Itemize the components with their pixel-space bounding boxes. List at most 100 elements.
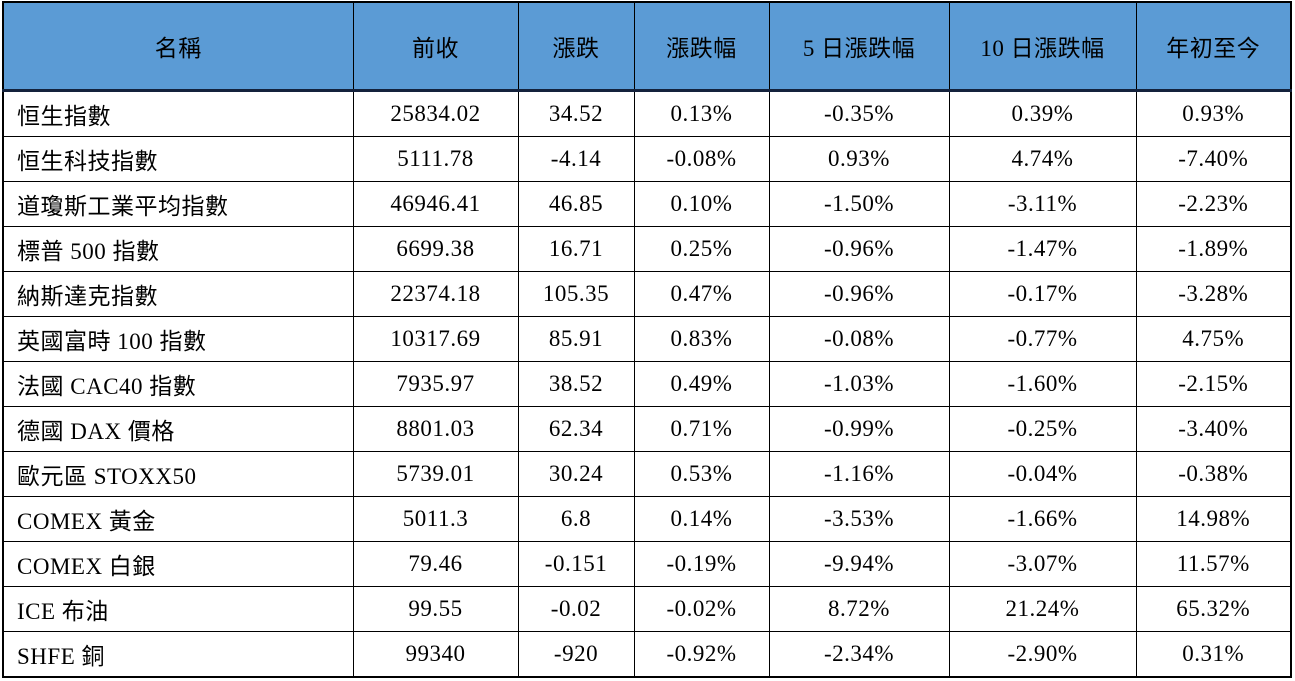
value-cell-ytd_pct: -7.40% — [1135, 136, 1292, 182]
value-cell-ytd_pct: -3.40% — [1135, 406, 1292, 452]
column-header-name: 名稱 — [2, 1, 354, 92]
value-cell-change_pct: 0.10% — [633, 181, 770, 227]
value-cell-change_5d_pct: -9.94% — [768, 541, 950, 587]
value-cell-prev_close: 8801.03 — [352, 406, 519, 452]
value-cell-prev_close: 25834.02 — [352, 90, 519, 137]
table-row: 歐元區 STOXX50 5739.01 30.24 0.53% -1.16% -0.04%… — [2, 451, 1292, 497]
value-cell-change: 85.91 — [517, 316, 635, 362]
value-cell-change_pct: 0.83% — [633, 316, 770, 362]
column-header-change_10d_pct: 10 日漲跌幅 — [948, 1, 1137, 92]
value-cell-ytd_pct: -2.15% — [1135, 361, 1292, 407]
table-row: 法國 CAC40 指數 7935.97 38.52 0.49% -1.03% -1.60%… — [2, 361, 1292, 407]
instrument-name-cell: COMEX 白銀 — [2, 541, 354, 587]
value-cell-change_10d_pct: -0.17% — [948, 271, 1137, 317]
value-cell-change_10d_pct: -1.66% — [948, 496, 1137, 542]
table-row: COMEX 黃金 5011.3 6.8 0.14% -3.53% -1.66% 14.98% — [2, 496, 1292, 542]
instrument-name-cell: 法國 CAC40 指數 — [2, 361, 354, 407]
value-cell-prev_close: 5739.01 — [352, 451, 519, 497]
table-row: 標普 500 指數 6699.38 16.71 0.25% -0.96% -1.47% -1… — [2, 226, 1292, 272]
value-cell-prev_close: 5011.3 — [352, 496, 519, 542]
value-cell-prev_close: 10317.69 — [352, 316, 519, 362]
column-header-ytd_pct: 年初至今 — [1135, 1, 1292, 92]
value-cell-change_pct: -0.02% — [633, 586, 770, 632]
instrument-name-cell: 德國 DAX 價格 — [2, 406, 354, 452]
value-cell-change: 38.52 — [517, 361, 635, 407]
value-cell-change_pct: 0.49% — [633, 361, 770, 407]
column-header-change_5d_pct: 5 日漲跌幅 — [768, 1, 950, 92]
value-cell-change: 30.24 — [517, 451, 635, 497]
value-cell-change_5d_pct: 0.93% — [768, 136, 950, 182]
value-cell-change: -0.151 — [517, 541, 635, 587]
value-cell-change_10d_pct: 21.24% — [948, 586, 1137, 632]
value-cell-change: 16.71 — [517, 226, 635, 272]
value-cell-change_10d_pct: -3.11% — [948, 181, 1137, 227]
value-cell-change_pct: -0.19% — [633, 541, 770, 587]
value-cell-change_5d_pct: -2.34% — [768, 631, 950, 678]
table-row: SHFE 銅 99340 -920 -0.92% -2.34% -2.90% 0.31% — [2, 631, 1292, 678]
table-row: 恒生科技指數 5111.78 -4.14 -0.08% 0.93% 4.74% -7.40% — [2, 136, 1292, 182]
value-cell-prev_close: 5111.78 — [352, 136, 519, 182]
value-cell-ytd_pct: -3.28% — [1135, 271, 1292, 317]
value-cell-ytd_pct: 0.93% — [1135, 90, 1292, 137]
value-cell-change: 105.35 — [517, 271, 635, 317]
value-cell-change_10d_pct: -2.90% — [948, 631, 1137, 678]
value-cell-change: -920 — [517, 631, 635, 678]
value-cell-ytd_pct: 14.98% — [1135, 496, 1292, 542]
instrument-name-cell: 納斯達克指數 — [2, 271, 354, 317]
value-cell-change_pct: 0.14% — [633, 496, 770, 542]
value-cell-change_10d_pct: -1.60% — [948, 361, 1137, 407]
value-cell-change_pct: -0.92% — [633, 631, 770, 678]
value-cell-change: -4.14 — [517, 136, 635, 182]
table-row: COMEX 白銀 79.46 -0.151 -0.19% -9.94% -3.07% 11.… — [2, 541, 1292, 587]
value-cell-prev_close: 99340 — [352, 631, 519, 678]
instrument-name-cell: COMEX 黃金 — [2, 496, 354, 542]
value-cell-prev_close: 7935.97 — [352, 361, 519, 407]
instrument-name-cell: 歐元區 STOXX50 — [2, 451, 354, 497]
column-header-prev_close: 前收 — [352, 1, 519, 92]
value-cell-change_5d_pct: -0.96% — [768, 271, 950, 317]
value-cell-change_10d_pct: 4.74% — [948, 136, 1137, 182]
table-row: 恒生指數 25834.02 34.52 0.13% -0.35% 0.39% 0.93% — [2, 90, 1292, 137]
value-cell-ytd_pct: -0.38% — [1135, 451, 1292, 497]
table-header: 名稱 前收 漲跌 漲跌幅 5 日漲跌幅 10 日漲跌幅 年初至今 — [2, 1, 1292, 92]
instrument-name-cell: SHFE 銅 — [2, 631, 354, 678]
value-cell-change: 34.52 — [517, 90, 635, 137]
value-cell-ytd_pct: -2.23% — [1135, 181, 1292, 227]
value-cell-change_5d_pct: -0.96% — [768, 226, 950, 272]
table-header-row: 名稱 前收 漲跌 漲跌幅 5 日漲跌幅 10 日漲跌幅 年初至今 — [2, 1, 1292, 92]
value-cell-change_pct: -0.08% — [633, 136, 770, 182]
instrument-name-cell: 標普 500 指數 — [2, 226, 354, 272]
value-cell-change_10d_pct: -0.77% — [948, 316, 1137, 362]
value-cell-change_5d_pct: -0.99% — [768, 406, 950, 452]
value-cell-change_5d_pct: -0.08% — [768, 316, 950, 362]
table-row: 德國 DAX 價格 8801.03 62.34 0.71% -0.99% -0.25% -3… — [2, 406, 1292, 452]
value-cell-prev_close: 79.46 — [352, 541, 519, 587]
value-cell-change_pct: 0.47% — [633, 271, 770, 317]
value-cell-prev_close: 99.55 — [352, 586, 519, 632]
value-cell-change_5d_pct: -3.53% — [768, 496, 950, 542]
table-row: 道瓊斯工業平均指數 46946.41 46.85 0.10% -1.50% -3.11% -… — [2, 181, 1292, 227]
value-cell-change_pct: 0.13% — [633, 90, 770, 137]
instrument-name-cell: 恒生指數 — [2, 90, 354, 137]
value-cell-change: 62.34 — [517, 406, 635, 452]
value-cell-change_10d_pct: -1.47% — [948, 226, 1137, 272]
value-cell-ytd_pct: 4.75% — [1135, 316, 1292, 362]
value-cell-change: 6.8 — [517, 496, 635, 542]
value-cell-change_10d_pct: -0.04% — [948, 451, 1137, 497]
table-body: 恒生指數 25834.02 34.52 0.13% -0.35% 0.39% 0.93% 恒生… — [2, 90, 1292, 678]
instrument-name-cell: 恒生科技指數 — [2, 136, 354, 182]
value-cell-ytd_pct: 11.57% — [1135, 541, 1292, 587]
value-cell-prev_close: 22374.18 — [352, 271, 519, 317]
value-cell-change: 46.85 — [517, 181, 635, 227]
value-cell-change_pct: 0.71% — [633, 406, 770, 452]
value-cell-change: -0.02 — [517, 586, 635, 632]
value-cell-change_5d_pct: -1.50% — [768, 181, 950, 227]
table-row: 納斯達克指數 22374.18 105.35 0.47% -0.96% -0.17% -3.… — [2, 271, 1292, 317]
value-cell-ytd_pct: -1.89% — [1135, 226, 1292, 272]
column-header-change: 漲跌 — [517, 1, 635, 92]
value-cell-change_pct: 0.25% — [633, 226, 770, 272]
column-header-change_pct: 漲跌幅 — [633, 1, 770, 92]
value-cell-prev_close: 46946.41 — [352, 181, 519, 227]
instrument-name-cell: 英國富時 100 指數 — [2, 316, 354, 362]
